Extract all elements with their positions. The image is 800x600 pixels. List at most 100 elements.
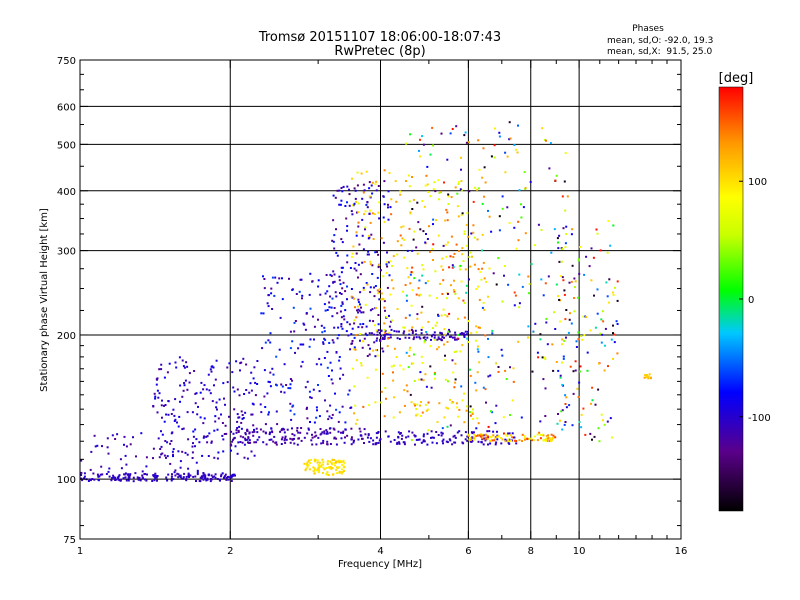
data-point (478, 298, 481, 301)
data-point (213, 429, 216, 432)
data-point (291, 427, 293, 430)
data-point (293, 434, 296, 437)
data-point (409, 282, 412, 285)
data-point (313, 325, 316, 328)
data-point (477, 350, 480, 353)
data-point (444, 313, 447, 316)
data-point (299, 278, 302, 281)
data-point (505, 378, 508, 380)
data-point (539, 437, 542, 440)
data-point (612, 357, 614, 360)
data-point (132, 480, 135, 483)
data-point (310, 396, 313, 399)
data-point (542, 438, 545, 441)
data-point (446, 315, 449, 318)
data-point (481, 249, 483, 252)
data-point (230, 449, 232, 452)
data-point (97, 479, 100, 481)
data-point (343, 318, 346, 321)
data-point (208, 432, 211, 435)
data-point (423, 339, 426, 342)
data-point (375, 349, 378, 351)
data-point (369, 437, 372, 440)
data-point (236, 388, 239, 391)
data-point (411, 326, 414, 329)
data-point (134, 472, 137, 475)
data-point (398, 442, 401, 445)
data-point (476, 348, 479, 351)
data-point (335, 437, 338, 440)
data-point (188, 474, 191, 477)
stats-box: Phases mean, sd,O: -92.0, 19.3 mean, sd,… (607, 24, 713, 57)
data-point (389, 320, 392, 323)
data-point (487, 443, 489, 446)
data-point (549, 142, 552, 145)
data-point (460, 280, 463, 283)
data-point (271, 308, 274, 310)
data-point (206, 435, 209, 438)
data-point (436, 348, 439, 351)
data-point (228, 362, 231, 365)
data-point (393, 396, 396, 399)
data-point (347, 393, 350, 396)
data-point (166, 455, 169, 458)
data-point (177, 476, 180, 479)
data-point (224, 403, 226, 406)
data-point (194, 428, 197, 431)
data-point (405, 299, 408, 302)
data-point (475, 325, 478, 328)
data-point (509, 137, 512, 140)
data-point (240, 410, 243, 413)
data-point (480, 435, 482, 438)
data-point (342, 185, 345, 188)
data-point (495, 404, 498, 407)
data-point (361, 234, 364, 237)
data-point (360, 306, 362, 309)
data-point (602, 320, 605, 323)
data-point (368, 234, 370, 237)
data-point (473, 433, 476, 436)
data-point (477, 345, 479, 348)
data-point (158, 392, 161, 395)
data-point (421, 200, 424, 202)
data-point (500, 442, 503, 445)
data-point (291, 379, 293, 382)
data-point (579, 365, 582, 368)
data-point (461, 212, 464, 215)
data-point (586, 351, 589, 354)
data-point (387, 206, 389, 209)
data-point (362, 311, 365, 314)
data-point (165, 456, 167, 459)
data-point (412, 238, 415, 241)
data-point (175, 366, 178, 369)
data-point (292, 306, 295, 309)
data-point (402, 332, 405, 335)
data-point (309, 462, 312, 464)
data-point (358, 427, 361, 430)
data-point (570, 233, 573, 236)
data-point (547, 436, 550, 439)
data-point (170, 479, 173, 482)
data-point (333, 464, 336, 467)
data-point (561, 343, 564, 346)
data-point (338, 189, 341, 192)
data-point (419, 293, 422, 296)
data-point (457, 183, 460, 185)
data-point (383, 169, 386, 172)
data-point (408, 185, 411, 188)
data-point (359, 430, 362, 433)
data-point (560, 410, 563, 413)
data-point (414, 435, 417, 438)
data-point (415, 333, 418, 336)
data-point (460, 168, 462, 171)
data-point (108, 467, 111, 470)
data-point (569, 312, 571, 315)
data-point (166, 371, 169, 374)
colorbar-tick-label: 0 (748, 295, 754, 306)
data-point (504, 433, 507, 436)
data-point (243, 393, 246, 395)
data-point (557, 413, 559, 415)
data-point (279, 430, 282, 433)
data-point (362, 286, 365, 289)
data-point (264, 423, 267, 426)
